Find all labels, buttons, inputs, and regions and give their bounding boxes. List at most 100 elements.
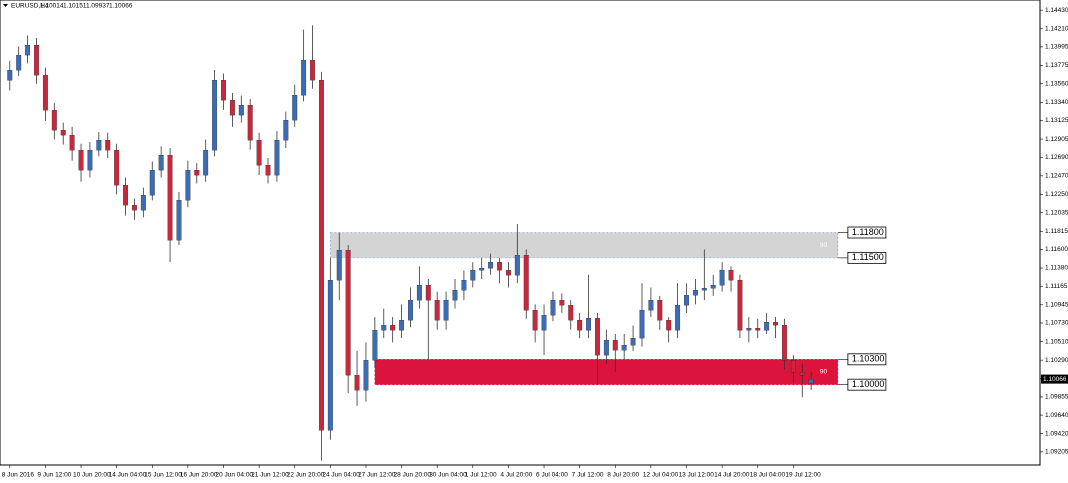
- candle-body: [425, 285, 431, 301]
- x-tick-label: 22 Jun 20:00: [287, 472, 325, 479]
- x-tick-label: 18 Jul 04:00: [750, 472, 786, 479]
- candle-body: [728, 270, 734, 281]
- current-price: 1.10066: [1043, 376, 1067, 383]
- candle-body: [203, 150, 209, 176]
- candle-body: [69, 135, 75, 151]
- zone-text: 90: [820, 369, 828, 376]
- y-tick-label: 1.13340: [1045, 99, 1068, 106]
- candle-body: [167, 154, 173, 241]
- level-box: [847, 251, 887, 264]
- candle-body: [381, 325, 387, 331]
- candle-body: [684, 295, 689, 306]
- candle-body: [773, 322, 778, 326]
- x-tick-label: 16 Jun 20:00: [180, 472, 218, 479]
- level-box: [847, 353, 887, 366]
- candle-body: [114, 150, 120, 186]
- candle-body: [666, 320, 672, 331]
- candle-body: [692, 290, 698, 296]
- candle-body: [185, 170, 191, 201]
- candle-body: [7, 70, 13, 81]
- menu-arrow[interactable]: [3, 4, 8, 7]
- candle-body: [497, 262, 502, 271]
- candle-body: [51, 110, 57, 131]
- candle-body: [470, 270, 476, 281]
- level-label: 1.11800: [852, 227, 884, 237]
- candle-body: [764, 322, 770, 331]
- y-tick-label: 1.10945: [1045, 302, 1068, 309]
- candle-body: [399, 320, 405, 331]
- candle-body: [532, 310, 538, 331]
- y-tick-label: 1.11165: [1045, 283, 1068, 290]
- y-tick-label: 1.12905: [1045, 136, 1068, 143]
- candle-body: [452, 290, 458, 301]
- x-tick-label: 20 Jun 04:00: [215, 472, 253, 479]
- candle-body: [514, 255, 520, 276]
- candle-body: [390, 325, 396, 331]
- zone-text: 90: [820, 242, 828, 249]
- x-tick-label: 27 Jun 12:00: [358, 472, 396, 479]
- x-tick-label: 6 Jul 04:00: [536, 472, 568, 479]
- candle-body: [746, 328, 752, 331]
- y-tick-label: 1.11380: [1045, 265, 1068, 272]
- candle-body: [105, 140, 111, 151]
- candle-body: [60, 130, 66, 136]
- candle-body: [140, 195, 146, 211]
- candle-body: [42, 75, 48, 111]
- candle-body: [310, 60, 315, 81]
- candle-body: [283, 119, 289, 141]
- candle-body: [25, 44, 31, 56]
- candle-body: [301, 60, 307, 96]
- candle-body: [87, 150, 93, 171]
- candle-body: [416, 285, 422, 301]
- candle-body: [550, 300, 556, 316]
- candle-body: [612, 340, 618, 351]
- y-tick-label: 1.13125: [1045, 117, 1068, 124]
- x-tick-label: 14 Jun 04:00: [109, 472, 147, 479]
- candle-body: [158, 154, 164, 171]
- candle-body: [541, 315, 547, 331]
- x-tick-label: 15 Jun 12:00: [144, 472, 182, 479]
- candle-body: [238, 105, 244, 116]
- candle-body: [505, 270, 511, 276]
- y-tick-label: 1.12690: [1045, 154, 1068, 161]
- y-tick-label: 1.09855: [1045, 394, 1068, 401]
- candle-body: [586, 318, 592, 331]
- candle-body: [648, 300, 654, 311]
- candle-body: [256, 140, 262, 166]
- candle-body: [737, 280, 743, 331]
- candle-body: [354, 375, 360, 391]
- candle-body: [568, 305, 574, 321]
- candle-body: [559, 300, 565, 306]
- current-price-box: [1041, 374, 1068, 384]
- x-tick-label: 7 Jul 12:00: [572, 472, 604, 479]
- header-low: 1.09937: [86, 3, 110, 10]
- x-tick-label: 12 Jul 04:00: [643, 472, 679, 479]
- candle-body: [710, 285, 716, 289]
- candle-body: [782, 325, 787, 361]
- candle-body: [221, 79, 226, 101]
- y-tick-label: 1.09420: [1045, 430, 1068, 437]
- candle-body: [212, 79, 218, 151]
- y-tick-label: 1.13775: [1045, 62, 1068, 69]
- candle-body: [96, 140, 102, 151]
- x-tick-label: 4 Jul 20:00: [500, 472, 532, 479]
- candle-body: [808, 378, 814, 384]
- candle-body: [265, 165, 271, 176]
- candle-body: [488, 262, 494, 269]
- candle-body: [443, 300, 449, 321]
- candle-body: [790, 360, 796, 373]
- candle-body: [176, 200, 182, 241]
- x-tick-label: 8 Jul 20:00: [607, 472, 639, 479]
- candle-body: [603, 340, 609, 356]
- x-tick-label: 13 Jul 12:00: [679, 472, 715, 479]
- candle-body: [78, 150, 84, 171]
- header-high: 1.10151: [63, 3, 87, 10]
- y-tick-label: 1.11600: [1045, 246, 1068, 253]
- candle-body: [630, 338, 636, 346]
- y-tick-label: 1.09640: [1045, 412, 1068, 419]
- candle-body: [34, 44, 39, 76]
- candle-body: [675, 305, 681, 331]
- candle-body: [523, 255, 529, 311]
- y-tick-label: 1.13995: [1045, 44, 1068, 51]
- y-tick-label: 1.12470: [1045, 173, 1068, 180]
